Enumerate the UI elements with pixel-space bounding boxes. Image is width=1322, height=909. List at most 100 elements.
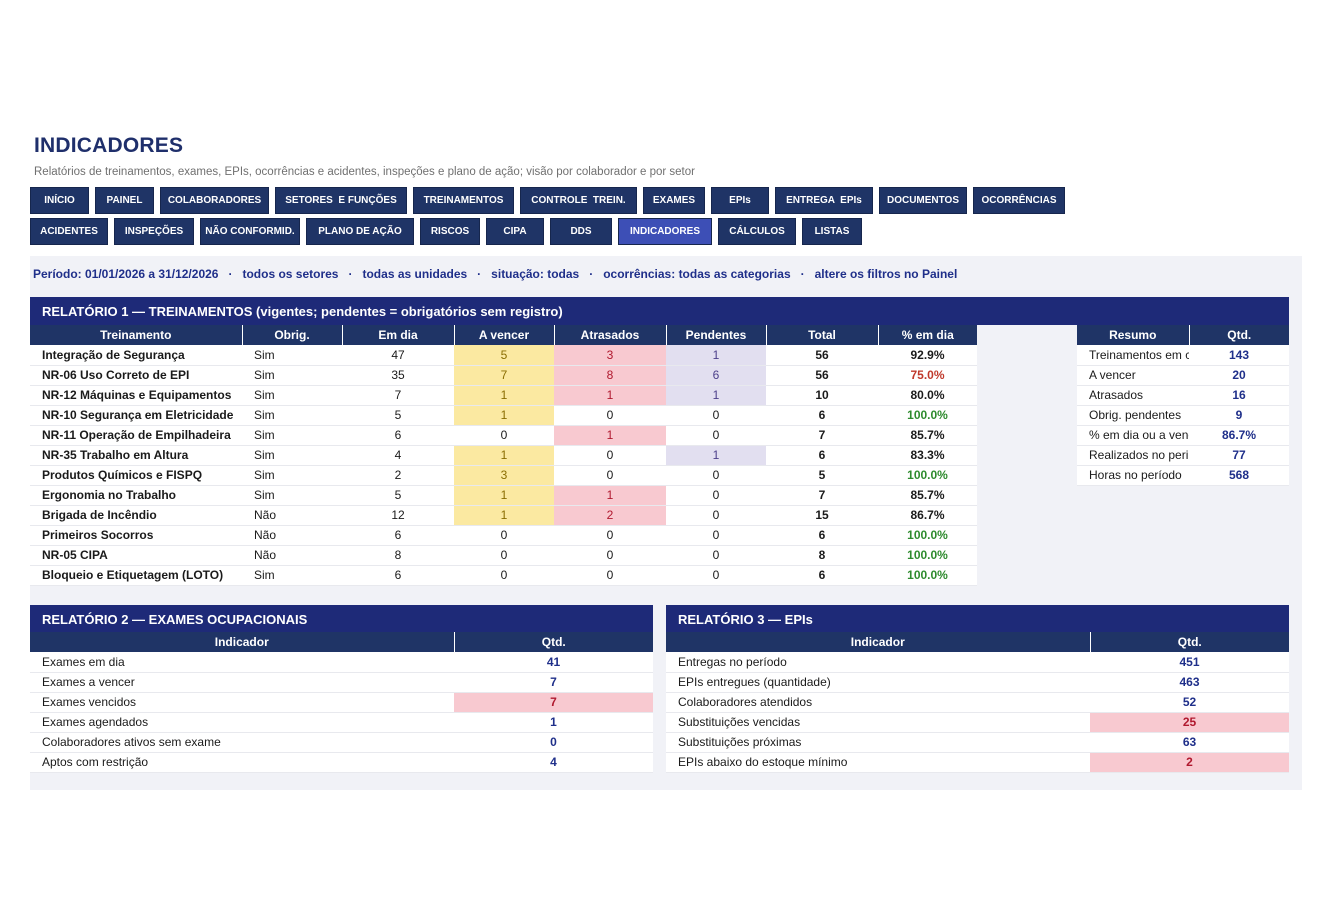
training-row[interactable]: Integração de Segurança Sim 47 5 3 1 56 92.9% [30, 345, 977, 366]
nav-inspecoes-button[interactable]: INSPEÇÕES [114, 218, 194, 245]
pct-on-time-cell: 92.9% [878, 345, 977, 366]
training-row[interactable]: Bloqueio e Etiquetagem (LOTO) Sim 6 0 0 0 6 100… [30, 565, 977, 586]
training-row[interactable]: NR-11 Operação de Empilhadeira Sim 6 0 1 0 7 85… [30, 425, 977, 446]
overdue-cell: 0 [554, 545, 666, 566]
to-expire-cell: 0 [454, 565, 554, 586]
nav-nao-conformidades-button[interactable]: NÃO CONFORMID. [200, 218, 300, 245]
indicator-value: 451 [1090, 652, 1289, 673]
mandatory-cell: Sim [242, 485, 342, 506]
col-pct-em-dia[interactable]: % em dia [878, 325, 977, 345]
indicator-row: EPIs entregues (quantidade) 463 [666, 672, 1289, 693]
col-qtd: Qtd. [454, 632, 653, 652]
overdue-cell: 2 [554, 505, 666, 526]
summary-label: Realizados no peri [1077, 445, 1189, 466]
overdue-cell: 1 [554, 425, 666, 446]
pct-on-time-cell: 85.7% [878, 485, 977, 506]
to-expire-cell: 1 [454, 505, 554, 526]
col-obrig[interactable]: Obrig. [242, 325, 343, 345]
col-indicador: Indicador [30, 632, 455, 652]
indicator-row: EPIs abaixo do estoque mínimo 2 [666, 752, 1289, 773]
training-row[interactable]: Brigada de Incêndio Não 12 1 2 0 15 86.7% [30, 505, 977, 526]
page-title: INDICADORES [34, 134, 184, 157]
total-cell: 7 [766, 485, 878, 506]
pending-cell: 0 [666, 505, 766, 526]
training-row[interactable]: NR-05 CIPA Não 8 0 0 0 8 100.0% [30, 545, 977, 566]
nav-riscos-button[interactable]: RISCOS [420, 218, 480, 245]
nav-dds-button[interactable]: DDS [550, 218, 612, 245]
nav-indicadores-button[interactable]: INDICADORES [618, 218, 712, 245]
summary-label: % em dia ou a venc [1077, 425, 1189, 446]
col-pendentes[interactable]: Pendentes [666, 325, 767, 345]
report1-header: RELATÓRIO 1 — TREINAMENTOS (vigentes; pe… [30, 297, 1289, 325]
total-cell: 56 [766, 345, 878, 366]
summary-label: Horas no período [1077, 465, 1189, 486]
nav-entrega-epis-button[interactable]: ENTREGA EPIs [775, 187, 873, 214]
nav-colaboradores-button[interactable]: COLABORADORES [160, 187, 269, 214]
training-row[interactable]: Produtos Químicos e FISPQ Sim 2 3 0 0 5 100.0% [30, 465, 977, 486]
to-expire-cell: 5 [454, 345, 554, 366]
pending-cell: 0 [666, 465, 766, 486]
indicator-value: 1 [454, 712, 653, 733]
nav-ocorrencias-button[interactable]: OCORRÊNCIAS [973, 187, 1065, 214]
col-total[interactable]: Total [766, 325, 879, 345]
training-row[interactable]: NR-06 Uso Correto de EPI Sim 35 7 8 6 56 75.0% [30, 365, 977, 386]
training-row[interactable]: NR-10 Segurança em Eletricidade Sim 5 1 0 0 6 1… [30, 405, 977, 426]
mandatory-cell: Não [242, 525, 342, 546]
nav-epis-button[interactable]: EPIs [711, 187, 769, 214]
col-atrasados[interactable]: Atrasados [554, 325, 667, 345]
nav-listas-button[interactable]: LISTAS [802, 218, 862, 245]
indicator-value: 7 [454, 672, 653, 693]
training-row[interactable]: NR-12 Máquinas e Equipamentos Sim 7 1 1 1 10 80… [30, 385, 977, 406]
nav-painel-button[interactable]: PAINEL [95, 187, 154, 214]
indicator-value: 0 [454, 732, 653, 753]
summary-value: 143 [1189, 345, 1289, 366]
nav-treinamentos-button[interactable]: TREINAMENTOS [413, 187, 514, 214]
summary-label: A vencer [1077, 365, 1189, 386]
pending-cell: 6 [666, 365, 766, 386]
col-indicador: Indicador [666, 632, 1091, 652]
report3-header: RELATÓRIO 3 — EPIs [666, 605, 1289, 633]
nav-calculos-button[interactable]: CÁLCULOS [718, 218, 796, 245]
to-expire-cell: 7 [454, 365, 554, 386]
pct-on-time-cell: 100.0% [878, 465, 977, 486]
nav-controle-trein-button[interactable]: CONTROLE TREIN. [520, 187, 637, 214]
nav-cipa-button[interactable]: CIPA [486, 218, 544, 245]
training-row[interactable]: Ergonomia no Trabalho Sim 5 1 1 0 7 85.7% [30, 485, 977, 506]
summary-value: 568 [1189, 465, 1289, 486]
training-row[interactable]: Primeiros Socorros Não 6 0 0 0 6 100.0% [30, 525, 977, 546]
col-treinamento[interactable]: Treinamento [30, 325, 243, 345]
nav-exames-button[interactable]: EXAMES [643, 187, 705, 214]
overdue-cell: 0 [554, 525, 666, 546]
summary-label: Atrasados [1077, 385, 1189, 406]
to-expire-cell: 0 [454, 525, 554, 546]
col-em-dia[interactable]: Em dia [342, 325, 455, 345]
training-name-cell: NR-12 Máquinas e Equipamentos [30, 385, 242, 406]
summary-row: A vencer 20 [1077, 365, 1289, 386]
total-cell: 7 [766, 425, 878, 446]
indicator-value: 4 [454, 752, 653, 773]
indicator-row: Colaboradores atendidos 52 [666, 692, 1289, 713]
mandatory-cell: Não [242, 505, 342, 526]
mandatory-cell: Sim [242, 445, 342, 466]
nav-row-1: INÍCIO PAINEL COLABORADORES SETORES E FU… [30, 187, 1065, 214]
on-time-cell: 5 [342, 485, 454, 506]
nav-documentos-button[interactable]: DOCUMENTOS [879, 187, 967, 214]
to-expire-cell: 1 [454, 385, 554, 406]
overdue-cell: 0 [554, 465, 666, 486]
total-cell: 15 [766, 505, 878, 526]
pending-cell: 0 [666, 485, 766, 506]
indicator-label: Colaboradores atendidos [666, 692, 1090, 713]
nav-inicio-button[interactable]: INÍCIO [30, 187, 89, 214]
training-name-cell: Integração de Segurança [30, 345, 242, 366]
pct-on-time-cell: 100.0% [878, 405, 977, 426]
to-expire-cell: 1 [454, 445, 554, 466]
mandatory-cell: Sim [242, 345, 342, 366]
indicator-row: Aptos com restrição 4 [30, 752, 653, 773]
nav-acidentes-button[interactable]: ACIDENTES [30, 218, 108, 245]
col-a-vencer[interactable]: A vencer [454, 325, 555, 345]
training-row[interactable]: NR-35 Trabalho em Altura Sim 4 1 0 1 6 83.3% [30, 445, 977, 466]
nav-plano-de-acao-button[interactable]: PLANO DE AÇÃO [306, 218, 414, 245]
to-expire-cell: 3 [454, 465, 554, 486]
training-name-cell: Primeiros Socorros [30, 525, 242, 546]
nav-setores-funcoes-button[interactable]: SETORES E FUNÇÕES [275, 187, 407, 214]
